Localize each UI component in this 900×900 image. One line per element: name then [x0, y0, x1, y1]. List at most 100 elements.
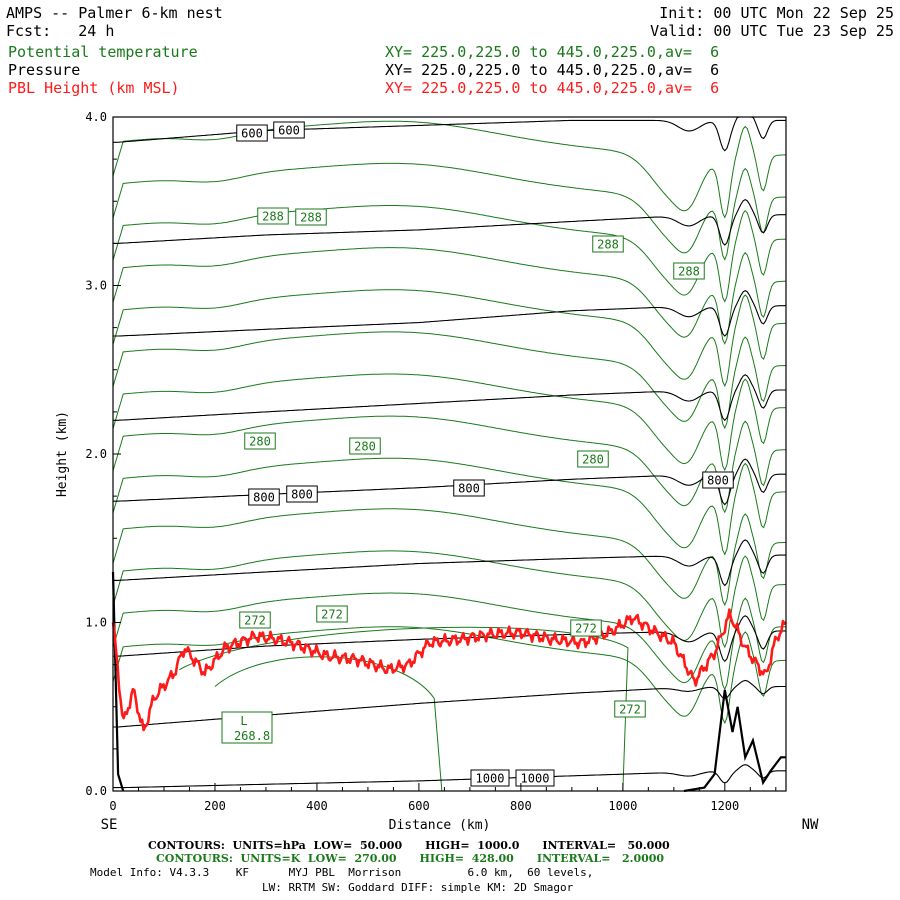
theta-label-272-box: [316, 605, 348, 623]
theta-contour-272-outer: [179, 626, 629, 792]
theta-label-272: 272: [619, 703, 641, 717]
theta-label-280-box: [577, 450, 609, 468]
y-tick-label: 1.0: [85, 616, 107, 630]
theta-label-288-box: [257, 207, 289, 225]
plot-frame: [112, 116, 787, 792]
y-tick-label: 0.0: [85, 784, 107, 798]
theta-label-288: 288: [597, 238, 619, 252]
theta-low-box: [221, 711, 273, 744]
field-name-pbl: PBL Height (km MSL): [8, 79, 180, 97]
theta-label-288-box: [673, 262, 705, 280]
theta-contour: [112, 457, 786, 556]
y-tick-label: 4.0: [85, 110, 107, 124]
theta-contour: [112, 415, 787, 514]
theta-label-280-box: [244, 432, 276, 450]
pressure-label-600-box: [236, 124, 268, 142]
theta-label-280: 280: [582, 453, 604, 467]
theta-label-280: 280: [249, 435, 271, 449]
pressure-contour-850: [113, 539, 786, 587]
pressure-label-800-box: [702, 471, 734, 489]
pressure-label-800-box: [248, 488, 280, 506]
x-tick-label: 800: [510, 799, 532, 813]
theta-contour: [112, 331, 787, 430]
pressure-contour-700: [113, 289, 786, 337]
theta-contour: [112, 592, 786, 691]
theta-label-288: 288: [262, 210, 284, 224]
pressure-contour-800: [113, 458, 786, 506]
theta-label-288: 288: [678, 265, 700, 279]
theta-label-288: 288: [300, 211, 322, 225]
pressure-contour-750: [113, 374, 786, 422]
x-tick-label: 1200: [710, 799, 739, 813]
pressure-label-1000: 1000: [521, 772, 550, 786]
pressure-contour-600: [113, 116, 786, 152]
y-axis-label: Height (km): [55, 411, 70, 497]
theta-label-272: 272: [244, 614, 266, 628]
field-name-theta: Potential temperature: [8, 43, 198, 61]
theta-contour: [112, 373, 787, 472]
terrain-profile-right: [683, 689, 786, 793]
pressure-label-1000-box: [470, 769, 510, 787]
pressure-label-800-box: [453, 479, 485, 497]
axes: 0 200 400 600 800 1000 1200 0.0 1.0 2.0 3.0 4.0 Dist…: [55, 110, 819, 833]
theta-label-272: 272: [321, 608, 343, 622]
pressure-label-600: 600: [241, 127, 263, 141]
pbl-height-line: [111, 608, 787, 732]
pressure-label-800: 800: [291, 488, 313, 502]
pressure-contours: [113, 116, 786, 789]
field-xy-theta: XY= 225.0,225.0 to 445.0,225.0,av= 6: [385, 43, 720, 61]
pressure-label-600-box: [273, 121, 305, 139]
pressure-label-1000: 1000: [476, 772, 505, 786]
footer-physics: LW: RRTM SW: Goddard DIFF: simple KM: 2D…: [262, 881, 574, 894]
pressure-contour-650: [113, 198, 786, 246]
theta-label-272-box: [614, 700, 646, 718]
forecast-hour: 24 h: [78, 22, 115, 40]
theta-contour: [112, 289, 786, 388]
x-axis-label: Distance (km): [389, 818, 491, 833]
pressure-label-600: 600: [278, 124, 300, 138]
valid-time: Valid: 00 UTC Tue 23 Sep 25: [650, 22, 894, 40]
theta-label-280-box: [349, 437, 381, 455]
theta-label-272: 272: [575, 622, 597, 636]
theta-contour: [112, 508, 787, 607]
theta-low-marker: L: [240, 714, 247, 728]
theta-label-272-box: [570, 619, 602, 637]
pressure-contour-1000: [113, 764, 786, 789]
left-end-label: SE: [101, 817, 118, 833]
x-tick-label: 0: [109, 799, 116, 813]
field-name-pressure: Pressure: [8, 61, 81, 79]
theta-contour: [112, 205, 787, 303]
y-tick-label: 3.0: [85, 279, 107, 293]
chart-title: AMPS -- Palmer 6-km nest: [6, 4, 223, 22]
theta-label-288-box: [592, 235, 624, 253]
init-time: Init: 00 UTC Mon 22 Sep 25: [659, 4, 894, 22]
pbl-height-series: [111, 608, 787, 732]
terrain: [111, 571, 786, 793]
footer-pressure-contours: CONTOURS: UNITS=hPa LOW= 50.000 HIGH= 10…: [148, 839, 670, 852]
forecast-label: Fcst: 24 h: [6, 22, 114, 40]
pressure-label-1000-box: [515, 769, 555, 787]
x-tick-label: 1000: [608, 799, 637, 813]
footer-model-info: Model Info: V4.3.3 KF MYJ PBL Morrison 6…: [90, 866, 594, 879]
theta-label-272-box: [239, 611, 271, 629]
theta-contour: [112, 120, 786, 219]
footer-theta-contours: CONTOURS: UNITS=K LOW= 270.00 HIGH= 428.…: [156, 852, 665, 865]
pressure-label-800: 800: [458, 482, 480, 496]
theta-contour: [112, 247, 787, 345]
forecast-label-text: Fcst:: [6, 22, 52, 40]
pressure-label-800-box: [286, 485, 318, 503]
theta-contour: [112, 162, 787, 261]
theta-label-280: 280: [354, 440, 376, 454]
pressure-label-800: 800: [707, 474, 729, 488]
field-xy-pbl: XY= 225.0,225.0 to 445.0,225.0,av= 6: [385, 79, 720, 97]
x-tick-label: 600: [408, 799, 430, 813]
pressure-label-800: 800: [253, 491, 275, 505]
y-tick-label: 2.0: [85, 447, 107, 461]
pressure-contour-950: [113, 679, 786, 728]
theta-low-value: 268.8: [234, 729, 270, 743]
theta-contour: [112, 550, 787, 649]
x-tick-label: 200: [204, 799, 226, 813]
field-xy-pressure: XY= 225.0,225.0 to 445.0,225.0,av= 6: [385, 61, 720, 79]
